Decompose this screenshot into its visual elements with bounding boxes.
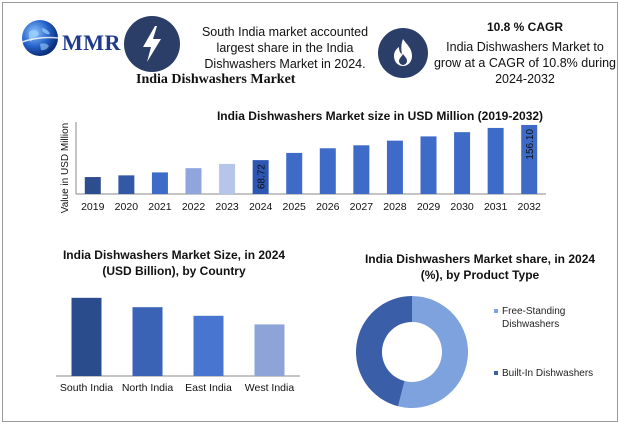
legend-swatch-1 (494, 371, 498, 375)
logo-text: MMR (62, 30, 121, 55)
headline-cagr: India Dishwashers Market to grow at a CA… (433, 40, 617, 86)
bar-north-india (132, 307, 163, 376)
tick-label-2026: 2026 (316, 201, 340, 213)
tick-label-2021: 2021 (148, 201, 172, 213)
headline-south-india: South India market accounted largest sha… (201, 25, 369, 71)
legend-swatch-0 (494, 309, 498, 313)
bar-south-india (71, 297, 102, 376)
tick-label-2020: 2020 (115, 201, 139, 213)
chart3-title: India Dishwashers Market share, in 2024 … (364, 252, 596, 282)
bar-2019 (84, 177, 101, 194)
slice-built-in-dishwashers (355, 296, 412, 407)
tick-label-2027: 2027 (350, 201, 374, 213)
bar-2025 (286, 152, 303, 194)
chart2-title: India Dishwashers Market Size, in 2024 (… (62, 248, 286, 278)
bar-east-india (193, 315, 224, 376)
tick-label-2028: 2028 (383, 201, 407, 213)
bar-2023 (219, 163, 236, 194)
cagr-label: 10.8 % CAGR (486, 20, 564, 34)
bar-2021 (151, 172, 168, 194)
bar-2031 (487, 127, 504, 194)
tick-label-west-india: West India (245, 382, 295, 394)
tick-label-north-india: North India (122, 382, 174, 394)
bar-2029 (420, 136, 437, 194)
bar-2032 (521, 124, 538, 194)
tick-label-2029: 2029 (417, 201, 441, 213)
tick-label-2025: 2025 (283, 201, 307, 213)
legend-label-1-line-0: Built-In Dishwashers (502, 368, 593, 379)
tick-label-2023: 2023 (215, 201, 239, 213)
chart1-title: India Dishwashers Market size in USD Mil… (216, 109, 544, 123)
flame-icon (394, 39, 412, 66)
bar-2022 (185, 168, 202, 194)
bar-2027 (353, 145, 370, 194)
legend-label-0-line-0: Free-Standing (502, 306, 565, 317)
globe-icon (21, 20, 59, 56)
tick-label-2031: 2031 (484, 201, 508, 213)
tick-label-2032: 2032 (518, 201, 542, 213)
bar-2024 (252, 160, 269, 194)
bar-2030 (454, 132, 471, 194)
lightning-icon-badge (124, 16, 180, 72)
y-axis-label: Value in USD Million (60, 123, 71, 213)
flame-icon-badge (378, 28, 428, 78)
tick-label-south-india: South India (60, 382, 113, 394)
tick-label-2024: 2024 (249, 201, 273, 213)
slice-free-standing-dishwashers (398, 296, 468, 408)
bar-2028 (386, 140, 403, 194)
country-bar-chart: South India North India East India West Ind… (56, 297, 300, 394)
market-title: India Dishwashers Market (136, 72, 296, 87)
data-label-2032: 156.10 (525, 129, 536, 160)
data-label-2024: 68.72 (257, 164, 268, 189)
tick-label-east-india: East India (185, 382, 232, 394)
market-size-bar-chart: Value in USD Million 2019 2020 2021 2022 2023… (60, 122, 546, 213)
bar-west-india (254, 324, 285, 376)
tick-label-2019: 2019 (81, 201, 105, 213)
bar-2020 (118, 175, 135, 194)
tick-label-2030: 2030 (450, 201, 474, 213)
legend-label-0-line-1: Dishwashers (502, 319, 559, 330)
bar-2026 (319, 148, 336, 194)
lightning-icon (143, 26, 161, 62)
tick-label-2022: 2022 (182, 201, 206, 213)
product-type-donut-chart: Free-Standing Dishwashers Built-In Dishwas… (355, 296, 593, 408)
